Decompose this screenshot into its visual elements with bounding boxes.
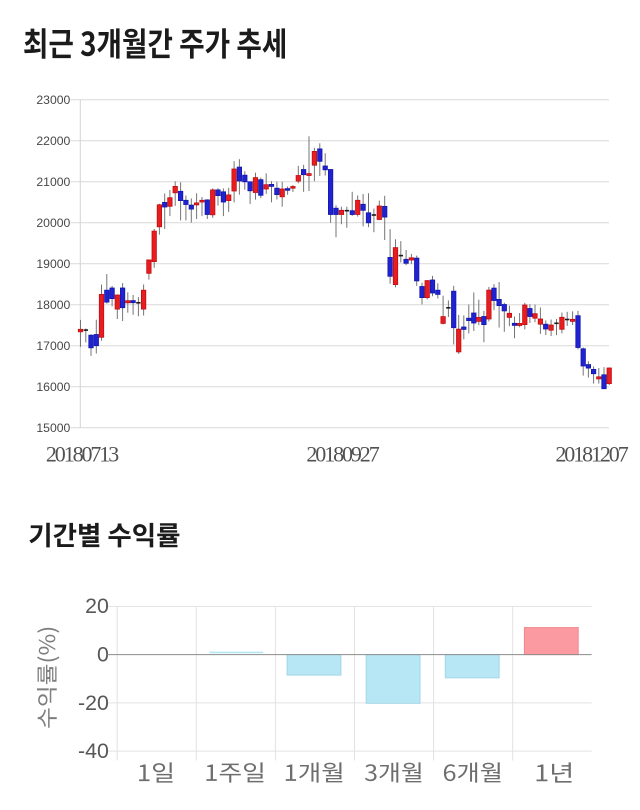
svg-text:20181207: 20181207 xyxy=(555,442,628,467)
svg-text:20000: 20000 xyxy=(36,216,70,230)
svg-text:-20: -20 xyxy=(78,691,109,715)
svg-text:16000: 16000 xyxy=(36,380,70,394)
svg-text:23000: 23000 xyxy=(36,93,70,107)
svg-text:19000: 19000 xyxy=(36,257,70,271)
svg-text:20180927: 20180927 xyxy=(306,442,379,467)
svg-text:20: 20 xyxy=(85,594,109,618)
svg-text:20180713: 20180713 xyxy=(46,442,119,467)
svg-text:15000: 15000 xyxy=(36,421,70,435)
svg-text:-40: -40 xyxy=(78,739,109,763)
svg-text:0: 0 xyxy=(97,643,109,667)
svg-text:22000: 22000 xyxy=(36,134,70,148)
svg-text:21000: 21000 xyxy=(36,175,70,189)
svg-text:17000: 17000 xyxy=(36,339,70,353)
svg-text:18000: 18000 xyxy=(36,298,70,312)
